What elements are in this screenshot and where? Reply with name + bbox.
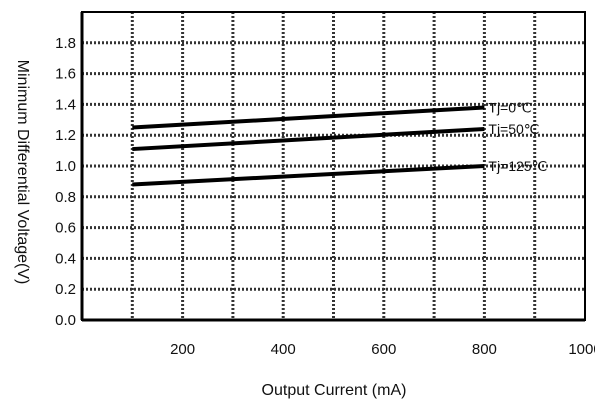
- series-line: [132, 164, 485, 187]
- x-tick-labels: 200 400 600 800 1000: [170, 341, 595, 358]
- y-tick-label: 1.6: [55, 66, 76, 83]
- y-tick-label: 0.2: [55, 281, 76, 298]
- y-tick-label: 0.8: [55, 189, 76, 206]
- x-axis-title: Output Current (mA): [262, 382, 407, 399]
- series-label: Tj=0℃: [488, 99, 531, 115]
- series-labels: Tj=0℃ Tj=50℃ Tj=125℃: [488, 99, 547, 174]
- x-tick-label: 200: [170, 341, 195, 358]
- y-tick-label: 1.0: [55, 158, 76, 175]
- x-tick-label: 600: [371, 341, 396, 358]
- series-line: [132, 105, 485, 130]
- y-tick-label: 0.6: [55, 220, 76, 237]
- series-label: Tj=125℃: [488, 158, 547, 174]
- plot-frame-layer: [80, 11, 586, 322]
- x-tick-label: 1000: [568, 341, 595, 358]
- series-label: Tj=50℃: [488, 121, 539, 137]
- y-tick-label: 1.2: [55, 127, 76, 144]
- x-tick-label: 800: [472, 341, 497, 358]
- y-tick-label: 1.4: [55, 96, 76, 113]
- grid-layer: [82, 12, 585, 320]
- y-tick-labels: 0.0 0.2 0.4 0.6 0.8 1.0 1.2 1.4 1.6 1.8: [55, 35, 76, 329]
- x-tick-label: 400: [271, 341, 296, 358]
- y-tick-label: 0.4: [55, 250, 76, 267]
- series-layer: [132, 105, 485, 187]
- y-tick-label: 1.8: [55, 35, 76, 52]
- y-tick-label: 0.0: [55, 312, 76, 329]
- y-axis-title: Minimum Differential Voltage(V): [14, 60, 31, 285]
- series-line: [132, 127, 485, 152]
